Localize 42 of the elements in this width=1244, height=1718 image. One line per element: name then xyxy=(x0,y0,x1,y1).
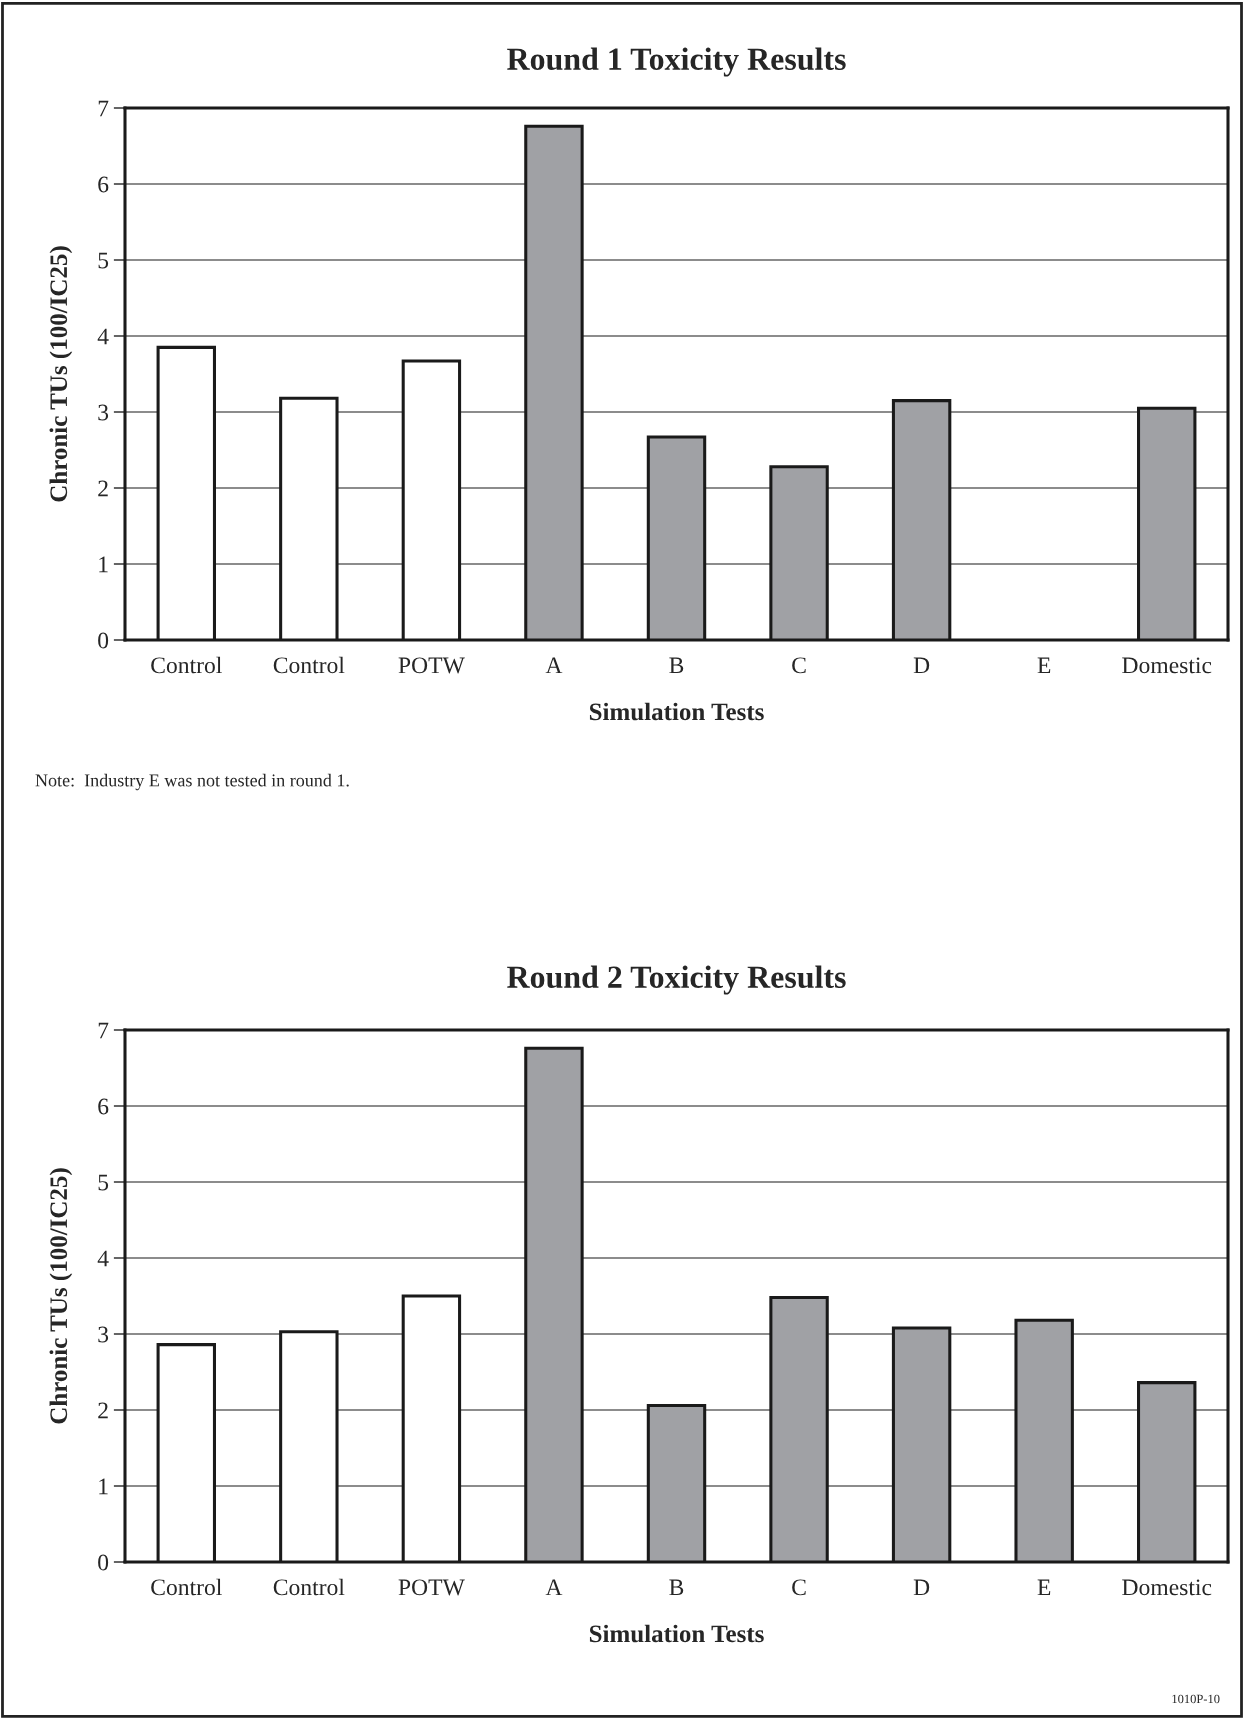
y-axis-title: Chronic TUs (100/IC25) xyxy=(49,246,73,502)
chart-title: Round 1 Toxicity Results xyxy=(507,47,846,77)
x-tick-label: E xyxy=(1037,657,1051,674)
x-tick-label: A xyxy=(545,1579,563,1596)
y-tick-label: 3 xyxy=(98,1326,109,1343)
x-tick-label: B xyxy=(669,1579,684,1596)
y-tick-label: 4 xyxy=(97,328,109,345)
text: 1010P-10 xyxy=(1172,1694,1220,1704)
y-tick-label: 7 xyxy=(98,1022,109,1039)
y-tick-label: 1 xyxy=(99,1478,108,1495)
y-tick-label: 3 xyxy=(98,404,109,421)
y-tick-label: 0 xyxy=(98,632,109,649)
x-tick-label: Control xyxy=(273,656,345,674)
x-axis-title: Simulation Tests xyxy=(589,1624,764,1643)
x-tick-label: C xyxy=(792,1579,806,1596)
x-tick-label: Control xyxy=(151,656,222,674)
y-tick-label: 5 xyxy=(98,252,109,269)
y-axis-title: Chronic TUs (100/IC25) xyxy=(49,1168,73,1424)
y-tick-label: 1 xyxy=(99,556,108,573)
y-tick-label: 7 xyxy=(98,100,109,117)
y-tick-label: 0 xyxy=(98,1554,109,1571)
x-axis-title: Simulation Tests xyxy=(589,702,764,721)
x-tick-label: Control xyxy=(151,1578,222,1596)
chart-title: Round 2 Toxicity Results xyxy=(507,965,846,995)
x-tick-label: C xyxy=(792,657,806,674)
x-tick-label: POTW xyxy=(398,657,465,674)
x-tick-label: Domestic xyxy=(1122,657,1212,674)
y-tick-label: 4 xyxy=(97,1250,109,1267)
text: Note: Industry E was not tested in round 1. xyxy=(35,773,349,791)
x-tick-label: D xyxy=(913,657,930,674)
x-tick-label: E xyxy=(1037,1579,1051,1596)
x-tick-label: Control xyxy=(273,1578,345,1596)
y-tick-label: 5 xyxy=(98,1174,109,1191)
x-tick-label: D xyxy=(913,1579,930,1596)
x-tick-label: Domestic xyxy=(1122,1579,1212,1596)
x-tick-label: B xyxy=(669,657,684,674)
y-tick-label: 6 xyxy=(98,1098,109,1115)
y-tick-label: 2 xyxy=(98,480,108,497)
y-tick-label: 2 xyxy=(98,1402,108,1419)
x-tick-label: A xyxy=(545,657,563,674)
x-tick-label: POTW xyxy=(398,1579,465,1596)
y-tick-label: 6 xyxy=(98,176,109,193)
